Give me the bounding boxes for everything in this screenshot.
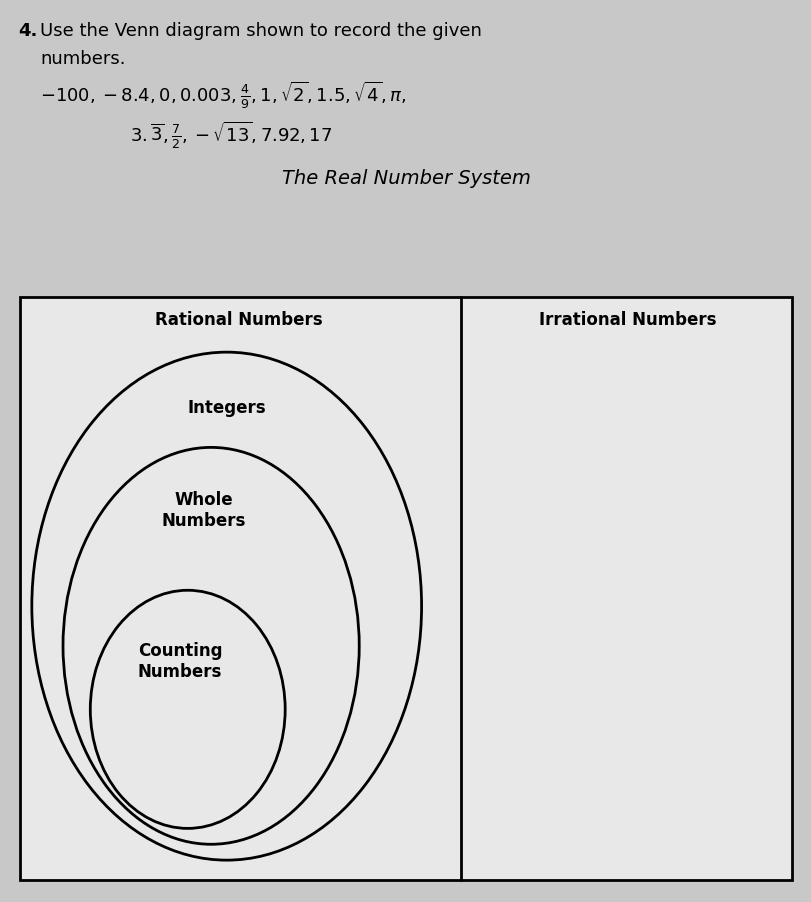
Ellipse shape: [63, 447, 358, 844]
Text: Irrational Numbers: Irrational Numbers: [539, 311, 716, 329]
Ellipse shape: [32, 352, 421, 861]
Text: Rational Numbers: Rational Numbers: [154, 311, 322, 329]
Text: $3.\overline{3}, \frac{7}{2}, -\sqrt{13}, 7.92, 17$: $3.\overline{3}, \frac{7}{2}, -\sqrt{13}…: [130, 119, 332, 151]
Text: Integers: Integers: [187, 399, 266, 417]
Text: Use the Venn diagram shown to record the given: Use the Venn diagram shown to record the…: [40, 22, 481, 40]
Text: 4.: 4.: [18, 22, 37, 40]
Ellipse shape: [90, 590, 285, 828]
Text: The Real Number System: The Real Number System: [281, 170, 530, 189]
Text: Whole
Numbers: Whole Numbers: [161, 492, 245, 530]
Text: numbers.: numbers.: [40, 50, 126, 68]
Text: Counting
Numbers: Counting Numbers: [138, 642, 222, 681]
Text: $-100, -8.4, 0, 0.003, \frac{4}{9}, 1, \sqrt{2}, 1.5, \sqrt{4}, \pi,$: $-100, -8.4, 0, 0.003, \frac{4}{9}, 1, \…: [40, 79, 406, 111]
FancyBboxPatch shape: [20, 297, 791, 880]
